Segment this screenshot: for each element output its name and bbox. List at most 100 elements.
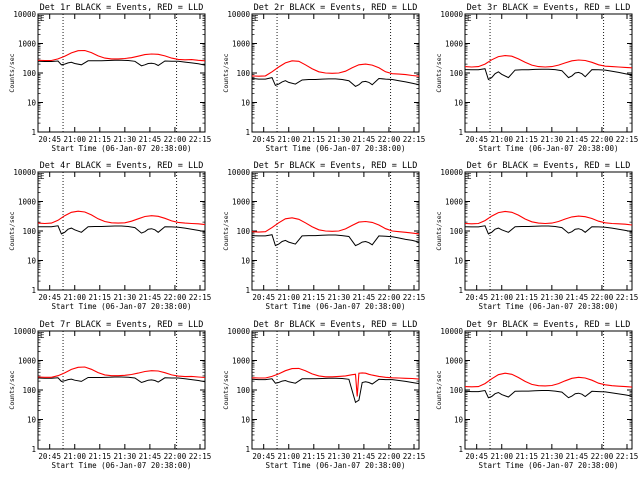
y-tick-label: 100 bbox=[449, 69, 463, 78]
x-tick-label: 21:00 bbox=[277, 452, 300, 461]
panel-title: Det 1r BLACK = Events, RED = LLD bbox=[40, 3, 204, 13]
lld-series-line bbox=[464, 55, 633, 69]
x-axis-label: Start Time (06-Jan-07 20:38:00) bbox=[266, 144, 406, 153]
plot-frame bbox=[251, 330, 420, 450]
y-tick-label: 10 bbox=[454, 416, 464, 425]
y-tick-label: 100 bbox=[236, 386, 250, 395]
panel-title: Det 7r BLACK = Events, RED = LLD bbox=[40, 320, 204, 330]
lld-series-line bbox=[37, 49, 206, 62]
x-tick-label: 22:00 bbox=[164, 452, 187, 461]
corner-glyph: E bbox=[467, 172, 472, 181]
x-tick-label: 22:00 bbox=[164, 293, 187, 302]
y-tick-label: 10 bbox=[454, 99, 464, 108]
events-series-line bbox=[251, 77, 420, 87]
x-tick-label: 21:45 bbox=[353, 293, 376, 302]
y-tick-label: 1 bbox=[31, 286, 36, 295]
x-axis-label: Start Time (06-Jan-07 20:38:00) bbox=[479, 144, 619, 153]
x-axis-label: Start Time (06-Jan-07 20:38:00) bbox=[266, 461, 406, 470]
x-tick-label: 21:00 bbox=[490, 135, 513, 144]
x-tick-label: 20:45 bbox=[38, 293, 61, 302]
y-tick-label: 10000 bbox=[227, 327, 250, 336]
y-tick-label: 10000 bbox=[440, 327, 463, 336]
y-axis-label: Counts/sec bbox=[222, 370, 230, 409]
lld-series-line bbox=[464, 372, 633, 388]
x-tick-label: 21:30 bbox=[541, 293, 564, 302]
y-tick-label: 1 bbox=[31, 445, 36, 454]
y-axis-label: Counts/sec bbox=[222, 53, 230, 92]
corner-glyph: E bbox=[254, 14, 259, 23]
y-tick-label: 1000 bbox=[232, 40, 251, 49]
y-tick-label: 10 bbox=[241, 257, 251, 266]
corner-glyph: E bbox=[467, 331, 472, 340]
plot-frame bbox=[464, 171, 633, 291]
y-axis-label: Counts/sec bbox=[8, 370, 16, 409]
panel-title: Det 3r BLACK = Events, RED = LLD bbox=[467, 3, 631, 13]
panel-title: Det 2r BLACK = Events, RED = LLD bbox=[254, 3, 418, 13]
x-tick-label: 21:45 bbox=[139, 293, 162, 302]
plot-frame bbox=[37, 13, 206, 133]
x-tick-label: 21:00 bbox=[63, 293, 86, 302]
y-tick-label: 1000 bbox=[445, 40, 464, 49]
x-tick-label: 21:00 bbox=[277, 135, 300, 144]
corner-glyph: E bbox=[40, 172, 45, 181]
y-tick-label: 1000 bbox=[18, 357, 37, 366]
x-tick-label: 21:45 bbox=[566, 135, 589, 144]
x-tick-label: 22:15 bbox=[403, 135, 426, 144]
corner-glyph: E bbox=[467, 14, 472, 23]
y-axis-label: Counts/sec bbox=[8, 53, 16, 92]
x-tick-label: 21:15 bbox=[303, 452, 326, 461]
corner-glyph: E bbox=[40, 14, 45, 23]
corner-glyph: E bbox=[254, 172, 259, 181]
x-tick-label: 21:30 bbox=[328, 452, 351, 461]
x-tick-label: 22:00 bbox=[378, 135, 401, 144]
events-series-line bbox=[37, 59, 206, 67]
x-tick-label: 21:30 bbox=[541, 452, 564, 461]
x-tick-label: 22:15 bbox=[189, 135, 212, 144]
x-tick-label: 21:15 bbox=[89, 135, 112, 144]
x-tick-label: 20:45 bbox=[252, 293, 275, 302]
x-tick-label: 21:45 bbox=[566, 293, 589, 302]
x-tick-label: 22:15 bbox=[189, 452, 212, 461]
y-tick-label: 10000 bbox=[13, 168, 36, 177]
y-tick-label: 10000 bbox=[440, 10, 463, 19]
x-tick-label: 20:45 bbox=[252, 135, 275, 144]
x-tick-label: 22:00 bbox=[378, 293, 401, 302]
y-tick-label: 100 bbox=[449, 386, 463, 395]
y-tick-label: 1000 bbox=[18, 198, 37, 207]
y-tick-label: 100 bbox=[22, 69, 36, 78]
y-tick-label: 10000 bbox=[440, 168, 463, 177]
plot-frame bbox=[37, 330, 206, 450]
x-tick-label: 21:30 bbox=[114, 293, 137, 302]
y-tick-label: 1 bbox=[245, 128, 250, 137]
panel-title: Det 6r BLACK = Events, RED = LLD bbox=[467, 161, 631, 171]
x-tick-label: 22:00 bbox=[591, 135, 614, 144]
y-tick-label: 10 bbox=[27, 99, 37, 108]
events-series-line bbox=[464, 389, 633, 399]
x-tick-label: 22:15 bbox=[616, 135, 639, 144]
x-tick-label: 21:45 bbox=[566, 452, 589, 461]
x-tick-label: 21:30 bbox=[328, 135, 351, 144]
x-tick-label: 22:15 bbox=[189, 293, 212, 302]
y-tick-label: 10 bbox=[27, 416, 37, 425]
y-axis-label: Counts/sec bbox=[435, 211, 443, 250]
events-series-line bbox=[464, 225, 633, 235]
events-series-line bbox=[251, 377, 420, 404]
x-tick-label: 21:15 bbox=[303, 135, 326, 144]
x-tick-label: 21:45 bbox=[353, 135, 376, 144]
x-axis-label: Start Time (06-Jan-07 20:38:00) bbox=[266, 302, 406, 311]
y-tick-label: 10000 bbox=[227, 168, 250, 177]
x-axis-label: Start Time (06-Jan-07 20:38:00) bbox=[479, 461, 619, 470]
x-tick-label: 21:00 bbox=[63, 135, 86, 144]
x-tick-label: 21:00 bbox=[63, 452, 86, 461]
x-tick-label: 22:15 bbox=[616, 452, 639, 461]
corner-glyph: E bbox=[40, 331, 45, 340]
events-series-line bbox=[251, 234, 420, 247]
corner-glyph: E bbox=[254, 331, 259, 340]
plot-frame bbox=[37, 171, 206, 291]
x-tick-label: 21:00 bbox=[277, 293, 300, 302]
